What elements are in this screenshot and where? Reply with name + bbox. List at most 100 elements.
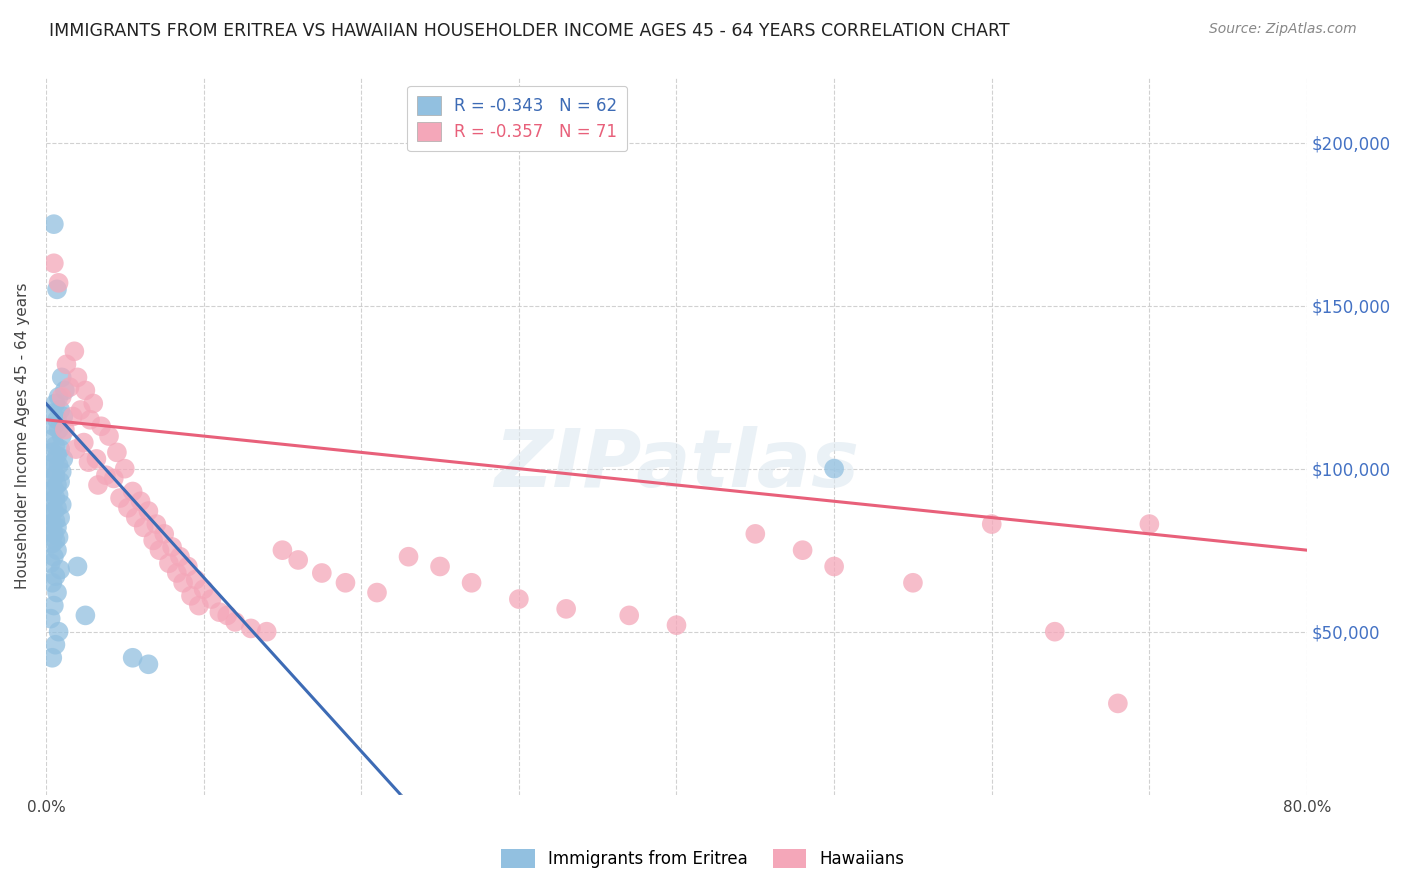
Text: Source: ZipAtlas.com: Source: ZipAtlas.com [1209, 22, 1357, 37]
Point [117, 500, 139, 515]
Point [1137, 517, 1160, 532]
Point [48, 530, 70, 544]
Point [42, 481, 65, 495]
Point [42, 256, 65, 270]
Point [366, 585, 388, 599]
Point [429, 559, 451, 574]
Point [153, 527, 176, 541]
Point [42, 549, 65, 564]
Point [98, 429, 121, 443]
Point [138, 657, 160, 672]
Point [51, 370, 73, 384]
Point [55, 357, 77, 371]
Point [62, 409, 84, 424]
Point [44, 439, 66, 453]
Point [145, 517, 167, 532]
Point [66, 370, 89, 384]
Point [39, 556, 62, 570]
Point [172, 575, 194, 590]
Point [44, 468, 66, 483]
Point [49, 475, 72, 489]
Point [41, 536, 63, 550]
Point [42, 527, 65, 541]
Point [53, 384, 76, 398]
Point [125, 510, 148, 524]
Point [39, 433, 62, 447]
Point [398, 549, 420, 564]
Point [665, 618, 688, 632]
Point [44, 638, 66, 652]
Point [48, 423, 70, 437]
Point [69, 403, 91, 417]
Point [86, 451, 108, 466]
Text: ZIPatlas: ZIPatlas [494, 425, 859, 504]
Point [744, 527, 766, 541]
Point [184, 573, 207, 587]
Point [75, 384, 97, 398]
Point [44, 396, 66, 410]
Legend: Immigrants from Eritrea, Hawaiians: Immigrants from Eritrea, Hawaiians [495, 842, 911, 875]
Point [619, 608, 641, 623]
Point [53, 423, 76, 437]
Point [42, 599, 65, 613]
Point [142, 533, 165, 548]
Point [48, 624, 70, 639]
Point [46, 543, 69, 558]
Point [121, 650, 143, 665]
Point [114, 461, 136, 475]
Point [46, 449, 69, 463]
Point [49, 442, 72, 456]
Point [508, 592, 530, 607]
Point [823, 461, 845, 475]
Point [51, 498, 73, 512]
Point [52, 409, 75, 424]
Point [555, 602, 578, 616]
Point [224, 615, 246, 629]
Point [129, 494, 152, 508]
Point [94, 468, 117, 483]
Point [42, 419, 65, 434]
Point [42, 504, 65, 518]
Point [46, 282, 69, 296]
Point [46, 500, 69, 515]
Point [287, 553, 309, 567]
Point [132, 520, 155, 534]
Point [180, 589, 202, 603]
Point [239, 622, 262, 636]
Point [51, 465, 73, 479]
Point [121, 484, 143, 499]
Point [148, 543, 170, 558]
Point [256, 624, 278, 639]
Point [166, 566, 188, 580]
Point [200, 592, 222, 607]
Point [46, 585, 69, 599]
Point [46, 413, 69, 427]
Point [49, 510, 72, 524]
Point [46, 478, 69, 492]
Point [108, 491, 131, 505]
Point [901, 575, 924, 590]
Point [49, 403, 72, 417]
Point [42, 217, 65, 231]
Point [48, 488, 70, 502]
Point [335, 575, 357, 590]
Point [980, 517, 1002, 532]
Point [39, 524, 62, 538]
Point [87, 478, 110, 492]
Point [75, 608, 97, 623]
Point [187, 599, 209, 613]
Point [51, 429, 73, 443]
Point [157, 556, 180, 570]
Point [460, 575, 482, 590]
Point [52, 451, 75, 466]
Point [44, 491, 66, 505]
Point [90, 419, 112, 434]
Point [103, 471, 125, 485]
Point [39, 484, 62, 499]
Point [46, 520, 69, 534]
Point [169, 549, 191, 564]
Point [1043, 624, 1066, 639]
Point [41, 471, 63, 485]
Point [42, 455, 65, 469]
Point [44, 533, 66, 548]
